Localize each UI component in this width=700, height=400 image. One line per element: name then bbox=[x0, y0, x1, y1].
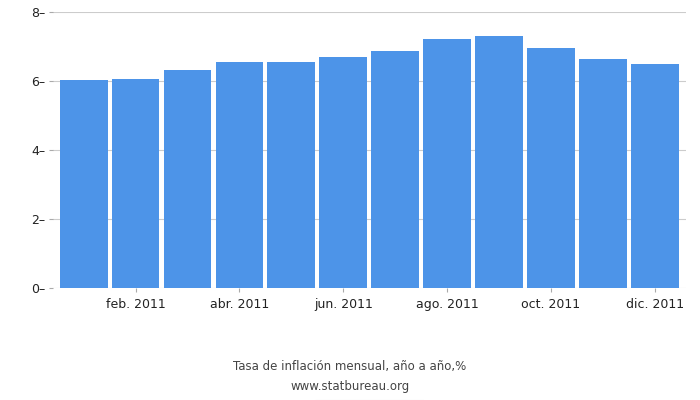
Bar bbox=[371, 51, 419, 288]
Bar bbox=[112, 79, 160, 288]
Bar bbox=[579, 59, 626, 288]
Bar bbox=[424, 38, 471, 288]
Bar bbox=[216, 62, 263, 288]
Bar bbox=[60, 80, 108, 288]
Bar bbox=[475, 36, 523, 288]
Text: Tasa de inflación mensual, año a año,%: Tasa de inflación mensual, año a año,% bbox=[233, 360, 467, 373]
Bar bbox=[527, 48, 575, 288]
Text: www.statbureau.org: www.statbureau.org bbox=[290, 380, 410, 393]
Bar bbox=[267, 62, 315, 288]
Bar bbox=[319, 56, 368, 288]
Bar bbox=[631, 64, 679, 288]
Bar bbox=[164, 70, 211, 288]
